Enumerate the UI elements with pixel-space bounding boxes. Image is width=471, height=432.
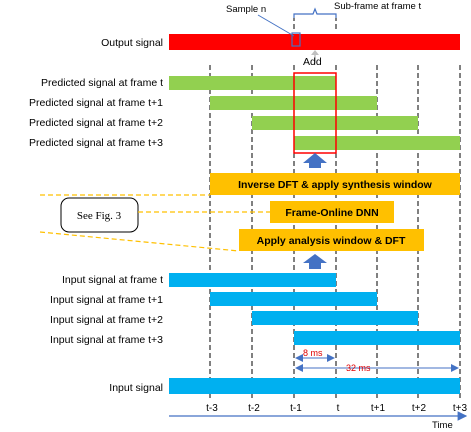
tick-label: t+3 <box>453 403 468 414</box>
dnn-block <box>270 201 394 223</box>
label-pred-t2: Predicted signal at frame t+2 <box>29 117 163 129</box>
inverse-dft-block <box>210 173 460 195</box>
subframe-gridlines <box>293 16 337 32</box>
input-bar-t2 <box>252 311 418 325</box>
sample-n-marker <box>291 32 301 47</box>
time-tick-labels: t-3 t-2 t-1 t t+1 t+2 t+3 <box>206 403 467 414</box>
inverse-dft-label: Inverse DFT & apply synthesis window <box>238 179 433 191</box>
label-8ms: 8 ms <box>303 348 323 358</box>
tick-label: t+2 <box>412 403 427 414</box>
label-input-signal: Input signal <box>109 382 163 394</box>
up-arrow-analysis <box>303 254 327 269</box>
up-arrow-synthesis <box>303 153 327 168</box>
label-pred-t: Predicted signal at frame t <box>41 77 163 89</box>
label-in-t: Input signal at frame t <box>62 274 163 286</box>
label-in-t1: Input signal at frame t+1 <box>50 294 163 306</box>
label-pred-t3: Predicted signal at frame t+3 <box>29 137 163 149</box>
tick-label: t-2 <box>248 403 260 414</box>
pred-bar-t2 <box>252 116 418 130</box>
tick-label: t <box>337 403 340 414</box>
label-output-signal: Output signal <box>101 37 163 49</box>
label-pred-t1: Predicted signal at frame t+1 <box>29 97 163 109</box>
tick-label: t-3 <box>206 403 218 414</box>
subframe-label: Sub-frame at frame t <box>334 1 421 12</box>
pred-bar-t3 <box>294 136 460 150</box>
label-32ms: 32 ms <box>346 363 371 373</box>
label-in-t3: Input signal at frame t+3 <box>50 334 163 346</box>
subframe-bracket <box>293 7 337 18</box>
tick-label: t+1 <box>371 403 386 414</box>
sample-n-label: Sample n <box>226 4 266 15</box>
add-label: Add <box>303 56 322 68</box>
tick-label: t-1 <box>290 403 302 414</box>
input-bar-t1 <box>210 292 377 306</box>
input-signal-bar <box>169 378 460 394</box>
see-fig-label: See Fig. 3 <box>77 210 122 222</box>
callout-lines <box>39 194 270 252</box>
pred-bar-t <box>169 76 336 90</box>
input-bar-t3 <box>294 331 460 345</box>
sample-n-pointer <box>257 14 295 37</box>
time-axis-label: Time <box>432 420 453 431</box>
label-in-t2: Input signal at frame t+2 <box>50 314 163 326</box>
input-bar-t <box>169 273 336 287</box>
analysis-block <box>239 229 424 251</box>
dnn-label: Frame-Online DNN <box>285 207 378 219</box>
output-signal-bar <box>169 34 460 50</box>
analysis-label: Apply analysis window & DFT <box>257 235 406 247</box>
see-fig-callout <box>60 197 139 233</box>
